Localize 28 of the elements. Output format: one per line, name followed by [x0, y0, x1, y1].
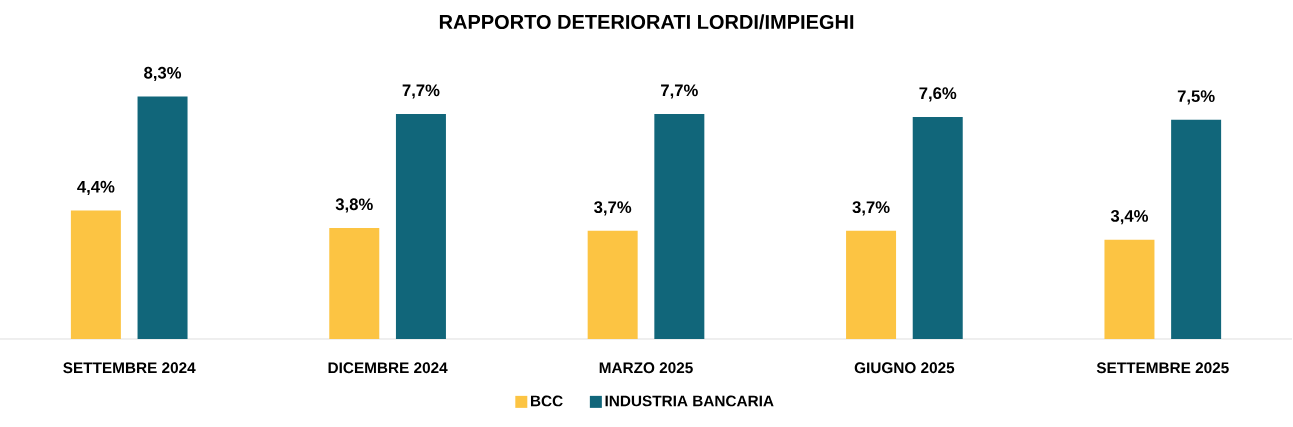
x-tick-label: GIUGNO 2025: [854, 362, 955, 374]
bar: [846, 230, 897, 339]
data-label: 7,6%: [919, 87, 957, 102]
x-tick-label: MARZO 2025: [599, 362, 693, 374]
data-label: 3,7%: [852, 201, 890, 216]
chart-title: RAPPORTO DETERIORATI LORDI/IMPIEGHI: [439, 14, 854, 30]
bar: [1104, 239, 1155, 339]
data-label: 3,7%: [594, 201, 632, 216]
bar: [587, 230, 638, 339]
data-label: 7,7%: [402, 84, 440, 99]
bar: [329, 227, 380, 339]
bar: [654, 113, 705, 339]
x-tick-label: SETTEMBRE 2024: [63, 362, 196, 374]
x-tick-label: DICEMBRE 2024: [328, 362, 448, 374]
bar: [137, 96, 188, 339]
data-label: 3,8%: [335, 198, 373, 213]
data-label: 7,5%: [1177, 90, 1215, 105]
x-tick-label: SETTEMBRE 2025: [1096, 362, 1229, 374]
data-label: 3,4%: [1110, 210, 1149, 225]
data-label: 8,3%: [144, 66, 182, 82]
legend-label: INDUSTRIA BANCARIA: [605, 395, 774, 407]
bar: [1171, 119, 1222, 339]
data-label: 4,4%: [77, 180, 115, 196]
bar: [395, 113, 446, 339]
bar: [912, 116, 963, 339]
data-label: 7,7%: [661, 84, 698, 99]
legend-label: BCC: [531, 395, 563, 407]
bar: [70, 210, 121, 339]
